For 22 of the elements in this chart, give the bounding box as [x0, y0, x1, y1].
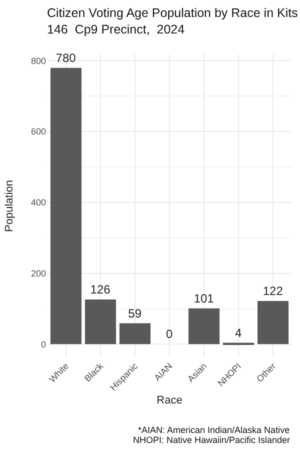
data-label: 101 — [194, 291, 214, 306]
y-tick-label: 600 — [30, 126, 46, 137]
data-label: 780 — [56, 50, 76, 65]
y-tick-label: 800 — [30, 56, 46, 66]
bar — [188, 308, 220, 344]
y-tick-label: 400 — [30, 198, 46, 208]
bar — [257, 300, 289, 344]
chart-title: Citizen Voting Age Population by Race in Kits 146 Cp9 Precinct, 2024 — [47, 6, 298, 36]
x-axis-title: Race — [156, 394, 182, 407]
text: NHOPI: Native Hawaiin/Pacific Islander — [133, 435, 290, 445]
bar — [50, 68, 82, 344]
y-axis-title: Population — [4, 180, 16, 232]
data-label: 59 — [128, 306, 142, 320]
data-label: 0 — [166, 327, 173, 342]
data-label: 122 — [262, 284, 284, 298]
bar — [84, 300, 116, 344]
data-label: 4 — [235, 326, 242, 340]
y-tick-label: 200 — [30, 268, 46, 278]
text: *AIAN: American Indian/Alaska Native — [138, 425, 290, 435]
bar — [119, 323, 151, 344]
y-tick-label: 0 — [40, 339, 46, 350]
data-label: 126 — [90, 282, 111, 297]
